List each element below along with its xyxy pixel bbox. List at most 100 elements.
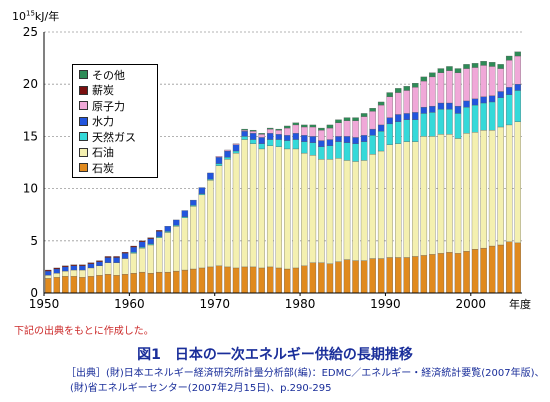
bar-1989-原子力	[377, 104, 385, 126]
bar-2001-その他	[480, 61, 487, 66]
bar-1985-その他	[343, 117, 351, 121]
bar-1963-天然ガス	[156, 236, 163, 238]
bar-1999-天然ガス	[463, 107, 470, 134]
bar-1964-天然ガス	[164, 231, 171, 233]
bar-1990-石油	[386, 144, 393, 258]
bar-1976-水力	[266, 133, 274, 140]
bar-1979-水力	[292, 133, 300, 140]
bar-1969-天然ガス	[207, 179, 214, 181]
bar-1999-石油	[463, 133, 470, 252]
bar-1960-薪炭	[130, 245, 137, 248]
bar-1982-水力	[318, 140, 325, 147]
bar-1975-原子力	[258, 134, 265, 138]
bar-1976-その他	[266, 127, 274, 130]
bar-2001-原子力	[480, 65, 487, 97]
bar-1953-石油	[70, 269, 78, 277]
bar-1979-原子力	[292, 124, 300, 134]
bar-1985-水力	[343, 136, 351, 143]
bar-1951-石炭	[53, 277, 61, 294]
bar-1977-その他	[275, 128, 282, 131]
x-tick-label-2000: 2000	[456, 297, 487, 311]
chart-legend: その他 薪炭 原子力 水力 天然ガス 石油 石炭	[72, 64, 158, 178]
bar-1988-水力	[369, 128, 376, 136]
bar-1992-水力	[403, 113, 410, 120]
bar-1962-石炭	[147, 273, 154, 294]
bar-1960-天然ガス	[130, 252, 137, 254]
bar-1965-水力	[173, 219, 180, 226]
bar-1959-薪炭	[121, 252, 129, 254]
bar-1976-石油	[266, 145, 274, 268]
bar-1989-その他	[377, 101, 385, 106]
bar-1980-石油	[301, 152, 308, 267]
bar-2002-水力	[488, 95, 496, 103]
bar-1971-石油	[224, 159, 231, 268]
energy-supply-chart: 0 5 10 15 20 25 1950 1960 1970 1980 1990 2000 年度	[23, 25, 531, 311]
bar-1956-石炭	[96, 275, 103, 294]
bar-1997-その他	[446, 66, 453, 71]
bar-1966-石炭	[181, 269, 189, 294]
bar-1980-石炭	[301, 265, 308, 294]
bar-1967-水力	[190, 199, 197, 206]
bar-2003-天然ガス	[497, 97, 504, 128]
source-citation: ［出典］(財)日本エネルギー経済研究所計量分析部(編)：EDMC／エネルギー・経…	[66, 366, 545, 396]
bar-1994-その他	[420, 76, 428, 82]
bar-1992-石油	[403, 141, 410, 258]
bar-1997-石油	[446, 134, 453, 253]
bar-1951-石油	[53, 273, 61, 278]
bar-1996-その他	[437, 68, 445, 73]
bar-1998-その他	[454, 68, 462, 73]
bar-1974-天然ガス	[249, 139, 257, 144]
bar-1984-石油	[335, 158, 342, 262]
bar-2004-原子力	[505, 60, 513, 88]
bar-2004-石炭	[505, 241, 513, 294]
source-line-2: (財)省エネルギーセンター(2007年2月15日)、p.290-295	[70, 383, 332, 394]
bar-1950-薪炭	[45, 269, 52, 272]
bar-1950-水力	[45, 270, 52, 276]
bar-2003-石油	[497, 126, 504, 246]
bar-2005-石油	[514, 121, 521, 244]
bar-1988-原子力	[369, 111, 376, 130]
bar-1973-原子力	[241, 129, 248, 132]
bar-1958-石炭	[113, 275, 120, 294]
bar-1975-石油	[258, 148, 265, 269]
legend-item-原子力: 原子力	[79, 98, 157, 114]
bar-1957-石炭	[104, 274, 112, 294]
bar-1954-石油	[79, 269, 86, 278]
bar-1961-石油	[138, 247, 146, 273]
bar-2002-原子力	[488, 66, 496, 96]
bar-1967-石油	[190, 206, 197, 270]
legend-item-天然ガス: 天然ガス	[79, 129, 157, 145]
bar-1994-原子力	[420, 80, 428, 108]
bar-2005-天然ガス	[514, 90, 521, 122]
bar-1993-水力	[412, 112, 419, 120]
bar-1982-石炭	[318, 262, 325, 294]
bar-2001-水力	[480, 96, 487, 104]
bar-1993-原子力	[412, 87, 419, 113]
bar-1971-石炭	[224, 266, 231, 294]
bar-1968-石炭	[198, 267, 206, 294]
bar-1998-天然ガス	[454, 113, 462, 139]
bar-2003-その他	[497, 64, 504, 69]
bar-1956-水力	[96, 261, 103, 267]
bar-2004-天然ガス	[505, 94, 513, 126]
bar-1977-石油	[275, 146, 282, 269]
bar-1957-水力	[104, 257, 112, 263]
bar-1995-その他	[429, 72, 436, 78]
bar-1974-石油	[249, 143, 257, 268]
bar-1997-天然ガス	[446, 109, 453, 135]
bar-1989-天然ガス	[377, 131, 385, 152]
bar-2005-その他	[514, 51, 521, 57]
bar-1960-石炭	[130, 273, 137, 294]
bar-1965-天然ガス	[173, 224, 180, 227]
bar-1978-その他	[284, 125, 291, 129]
bar-1977-天然ガス	[275, 139, 282, 147]
bar-1952-石炭	[62, 276, 69, 294]
y-tick-label-20: 20	[23, 77, 38, 91]
bar-2000-その他	[471, 63, 479, 68]
legend-item-石油: 石油	[79, 145, 157, 161]
y-tick-label-15: 15	[23, 129, 38, 143]
bar-1991-石油	[395, 143, 402, 258]
bar-1972-天然ガス	[232, 150, 240, 154]
bar-1983-その他	[326, 124, 334, 129]
x-tick-label-1980: 1980	[285, 297, 316, 311]
